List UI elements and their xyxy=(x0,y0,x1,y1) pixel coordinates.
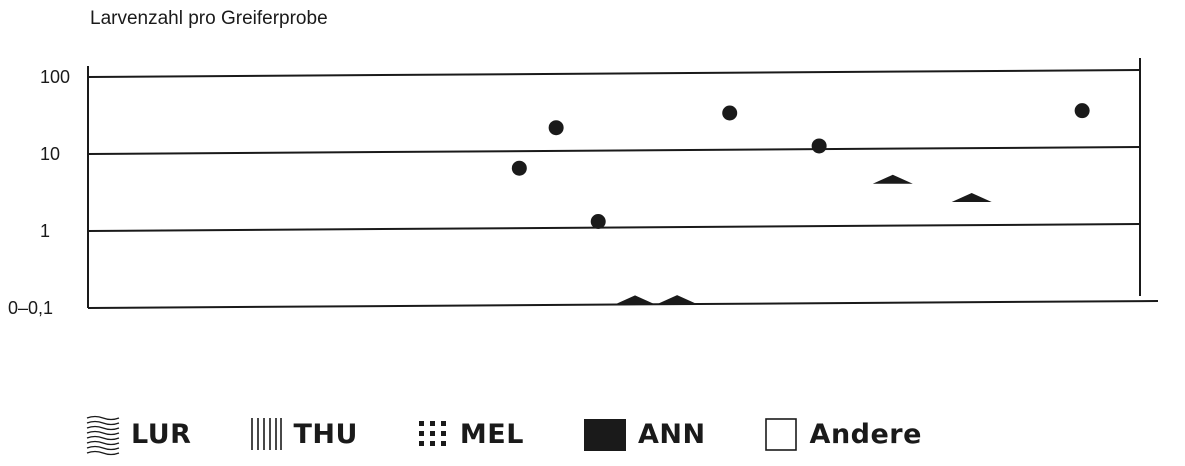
legend-label-mel: MEL xyxy=(459,418,524,450)
legend-item-mel: MEL xyxy=(416,417,524,451)
wavy-lines-swatch xyxy=(86,415,120,456)
legend-item-thu: THU xyxy=(249,416,357,452)
data-point-circle xyxy=(811,138,827,154)
y-tick-label: 0–0,1 xyxy=(8,298,53,318)
y-tick-label: 100 xyxy=(40,67,70,87)
vertical-lines-swatch xyxy=(251,418,283,450)
legend-label-lur: LUR xyxy=(131,418,192,450)
data-point-triangle xyxy=(615,295,656,305)
gridline xyxy=(87,223,1141,232)
dots-swatch xyxy=(418,421,446,446)
data-point-triangle xyxy=(872,174,913,184)
data-point-circle xyxy=(548,120,564,136)
legend-label-thu: THU xyxy=(293,418,358,450)
legend-item-lur: LUR xyxy=(85,412,191,456)
data-point-circle xyxy=(590,214,606,230)
data-point-triangle xyxy=(951,192,992,202)
y-axis-title: Larvenzahl pro Greiferprobe xyxy=(90,8,328,29)
legend-item-andere: Andere xyxy=(764,416,922,452)
y-tick-label: 1 xyxy=(40,221,50,241)
x-axis-line xyxy=(87,300,1159,309)
solid-fill-swatch xyxy=(583,419,626,451)
data-point-circle xyxy=(511,160,527,176)
data-point-circle xyxy=(722,105,738,121)
y-tick-label: 10 xyxy=(40,144,60,164)
gridline xyxy=(87,146,1141,155)
gridline xyxy=(87,69,1141,78)
data-point-triangle xyxy=(657,295,698,305)
legend: LUR THU MEL ANN xyxy=(85,412,980,456)
legend-label-ann: ANN xyxy=(637,418,706,450)
chart-plot: 0–0,1 1 10 100 xyxy=(8,58,1159,318)
data-point-circle xyxy=(1074,103,1090,119)
empty-swatch xyxy=(764,418,797,451)
legend-item-ann: ANN xyxy=(582,416,706,452)
legend-label-andere: Andere xyxy=(809,418,922,450)
